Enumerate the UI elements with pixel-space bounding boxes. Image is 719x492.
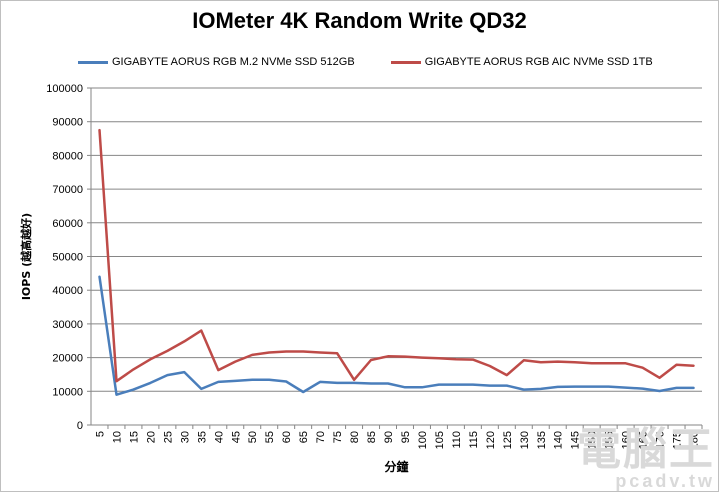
series-line-1 [98,275,695,396]
x-tick-label-115: 115 [468,431,480,449]
x-tick-label-135: 135 [536,431,548,449]
x-tick-label-100: 100 [417,431,429,449]
x-tick-label-45: 45 [230,431,242,443]
y-tick-label-80000: 80000 [52,150,83,162]
x-tick-label-155: 155 [604,431,616,449]
x-tick-label-170: 170 [655,431,667,449]
watermark-sub: pcadv.tw [615,471,715,491]
x-tick-label-150: 150 [587,431,599,449]
legend: GIGABYTE AORUS RGB M.2 NVMe SSD 512GB GI… [78,54,653,70]
x-tick-label-165: 165 [638,431,650,449]
legend-label-series-1: GIGABYTE AORUS RGB M.2 NVMe SSD 512GB [112,56,355,68]
x-tick-label-25: 25 [162,431,174,443]
x-tick-label-5: 5 [94,431,106,437]
x-tick-label-130: 130 [519,431,531,449]
legend-item-series-1: GIGABYTE AORUS RGB M.2 NVMe SSD 512GB [78,54,355,70]
chart-title: IOMeter 4K Random Write QD32 [192,8,527,33]
x-tick-label-75: 75 [332,431,344,443]
series-line-2 [98,128,695,383]
x-tick-label-85: 85 [366,431,378,443]
y-tick-label-60000: 60000 [52,218,83,230]
x-tick-label-95: 95 [400,431,412,443]
x-tick-label-40: 40 [213,431,225,443]
x-tick-label-80: 80 [349,431,361,443]
x-tick-label-180: 180 [689,431,701,449]
legend-swatch-series-1 [78,60,108,64]
x-tick-label-50: 50 [247,431,259,443]
x-tick-label-70: 70 [315,431,327,443]
y-tick-label-70000: 70000 [52,184,83,196]
x-tick-label-175: 175 [672,431,684,449]
watermark-logo: 電腦王 pcadv.tw [577,425,715,491]
x-tick-label-105: 105 [434,431,446,449]
y-tick-label-90000: 90000 [52,117,83,129]
x-tick-label-110: 110 [451,431,463,449]
y-tick-label-40000: 40000 [52,285,83,297]
x-tick-label-65: 65 [298,431,310,443]
x-tick-label-160: 160 [621,431,633,449]
legend-label-series-2: GIGABYTE AORUS RGB AIC NVMe SSD 1TB [424,56,653,68]
y-tick-label-10000: 10000 [52,386,83,398]
y-axis-title: IOPS (越高越好) [19,213,33,300]
x-tick-label-15: 15 [128,431,140,443]
x-tick-label-20: 20 [145,431,157,443]
x-axis-title: 分鐘 [384,459,408,474]
watermark-main: 電腦王 [577,425,715,474]
x-tick-label-35: 35 [196,431,208,443]
x-tick-label-60: 60 [281,431,293,443]
x-tick-label-145: 145 [570,431,582,449]
x-tick-label-30: 30 [179,431,191,443]
legend-swatch-series-2 [390,60,421,64]
y-tick-label-50000: 50000 [52,252,83,264]
y-tick-label-100000: 100000 [46,83,83,95]
x-tick-label-55: 55 [264,431,276,443]
x-tick-label-90: 90 [383,431,395,443]
x-tick-label-10: 10 [111,431,123,443]
y-tick-label-30000: 30000 [52,319,83,331]
legend-item-series-2: GIGABYTE AORUS RGB AIC NVMe SSD 1TB [390,54,653,70]
y-tick-label-0: 0 [77,420,83,432]
x-tick-label-140: 140 [553,431,565,449]
x-tick-label-120: 120 [485,431,497,449]
x-tick-label-125: 125 [502,431,514,449]
y-tick-label-20000: 20000 [52,353,83,365]
